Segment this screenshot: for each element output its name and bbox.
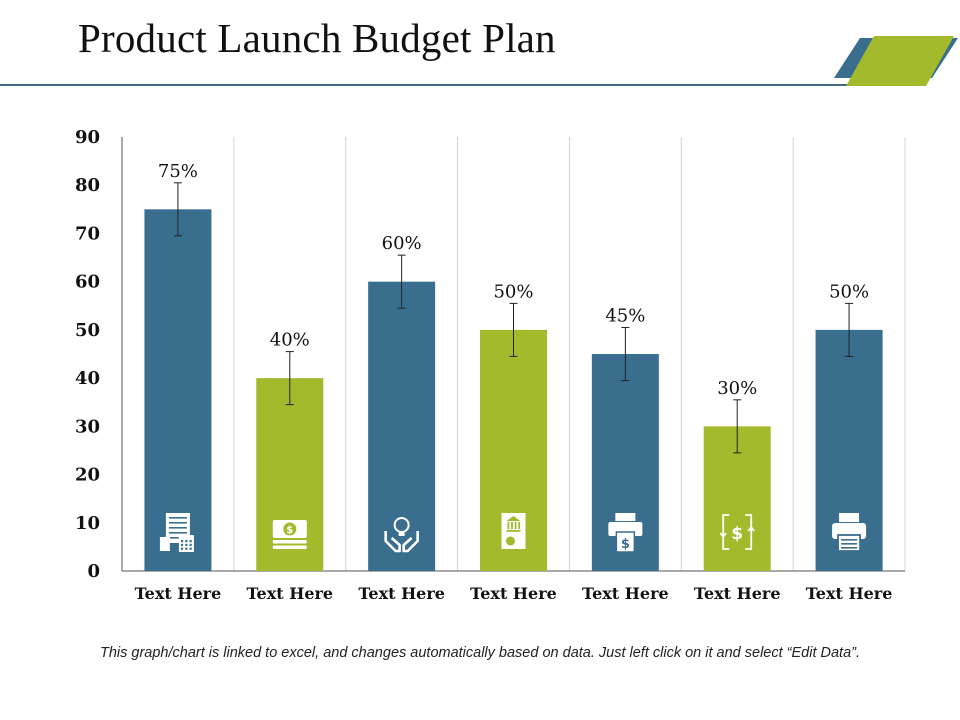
y-tick-label: 30 [75, 416, 100, 437]
svg-text:$: $ [286, 525, 293, 536]
x-category-label: Text Here [246, 584, 333, 603]
bar[interactable] [368, 281, 436, 571]
hands-lightbulb-icon [384, 517, 419, 553]
deco-green-parallelogram [846, 36, 954, 86]
x-category-label: Text Here [470, 584, 557, 603]
y-tick-label: 80 [75, 175, 100, 196]
y-tick-label: 20 [75, 465, 100, 486]
footnote: This graph/chart is linked to excel, and… [99, 645, 861, 661]
dollar-exchange-icon: $ [719, 514, 755, 550]
printer-icon [832, 513, 867, 552]
title-rule [0, 84, 850, 86]
page-title: Product Launch Budget Plan [78, 15, 556, 61]
svg-text:$: $ [731, 524, 743, 544]
decorative-parallelograms [834, 36, 958, 86]
y-tick-label: 90 [75, 127, 100, 148]
data-label: 50% [493, 281, 533, 302]
bank-document-icon [501, 513, 526, 549]
money-stack-icon: $ [272, 520, 307, 549]
data-label: 50% [829, 281, 869, 302]
x-category-label: Text Here [135, 584, 222, 603]
x-category-label: Text Here [582, 584, 669, 603]
y-tick-label: 10 [75, 513, 100, 534]
y-tick-label: 60 [75, 272, 100, 293]
bar[interactable] [144, 209, 212, 572]
x-category-label: Text Here [358, 584, 445, 603]
receipt-calculator-icon [159, 513, 194, 552]
y-tick-label: 70 [75, 223, 100, 244]
printer-dollar-icon: $ [608, 513, 643, 553]
svg-text:$: $ [621, 537, 630, 552]
data-label: 75% [158, 161, 198, 182]
y-tick-label: 0 [87, 561, 100, 582]
x-category-label: Text Here [694, 584, 781, 603]
data-label: 40% [270, 330, 310, 351]
bar[interactable] [256, 378, 324, 571]
y-tick-label: 50 [75, 320, 100, 341]
y-tick-label: 40 [75, 368, 100, 389]
x-category-label: Text Here [806, 584, 893, 603]
data-label: 30% [717, 378, 757, 399]
data-label: 60% [382, 233, 422, 254]
data-label: 45% [605, 305, 645, 326]
